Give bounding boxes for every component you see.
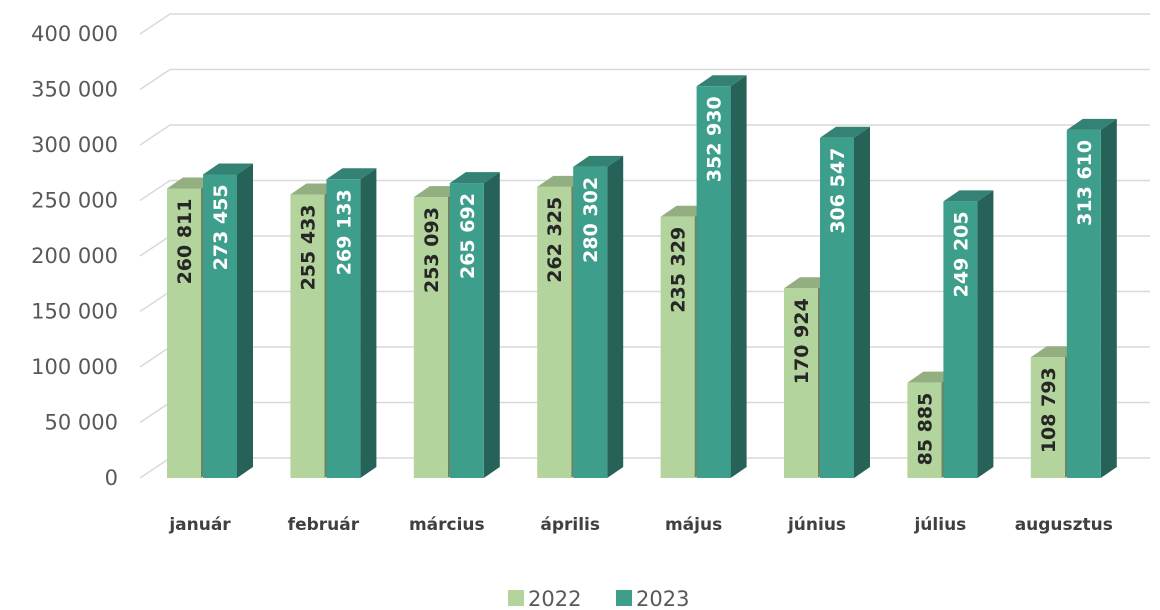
x-tick-label: augusztus [1015,515,1113,535]
data-label: 352 930 [704,96,726,182]
data-label: 255 433 [297,204,319,290]
data-label: 260 811 [174,198,196,284]
x-tick-label: április [540,515,600,535]
data-label: 273 455 [210,184,232,270]
bars [167,75,1117,479]
legend-item-2022: 2022 [508,587,581,610]
data-label: 313 610 [1074,140,1096,226]
data-label: 262 325 [544,197,566,283]
data-label: 249 205 [950,211,972,297]
bar-2023-május [696,75,747,478]
data-labels: 260 811 273 455 255 433 269 133 253 093 265 6… [174,96,1096,465]
data-label: 108 793 [1038,367,1060,453]
bar-2023-július [943,190,994,478]
bar-2023-március [449,172,500,478]
x-tick-label: január [168,515,231,535]
y-tick-label: 150 000 [31,300,118,324]
x-tick-label: július [913,515,966,535]
data-label: 170 924 [791,298,813,384]
x-tick-label: március [409,515,485,535]
y-tick-label: 350 000 [31,78,118,102]
bar-2023-január [203,163,253,478]
y-tick-label: 400 000 [31,22,118,46]
legend-label: 2022 [528,587,581,610]
y-axis-ticks: 0 50 000 100 000 150 000 200 000 250 000 300 0… [31,22,118,490]
y-tick-label: 250 000 [31,189,118,213]
data-label: 253 093 [421,207,443,293]
legend: 2022 2023 [508,587,689,610]
bar-2023-február [326,168,377,478]
data-label: 306 547 [827,148,849,234]
gridline [139,68,1150,91]
y-tick-label: 50 000 [45,411,118,435]
x-axis-ticks: január február március április május június jú… [168,515,1113,535]
data-label: 85 885 [914,393,936,466]
gridline [139,13,1150,35]
legend-item-2023: 2023 [616,587,689,610]
data-label: 280 302 [580,177,602,263]
data-label: 269 133 [333,189,355,275]
y-tick-label: 300 000 [31,133,118,157]
data-label: 235 329 [668,227,690,313]
x-tick-label: május [665,515,722,535]
legend-swatch [616,590,632,606]
legend-label: 2023 [636,587,689,610]
x-tick-label: június [787,515,846,535]
y-tick-label: 100 000 [31,355,118,379]
gridline [139,124,1150,146]
x-tick-label: február [288,515,360,535]
data-label: 265 692 [457,193,479,279]
bar-2023-augusztus [1066,118,1117,479]
bar-2023-április [573,155,624,478]
y-tick-label: 0 [105,466,118,490]
bar-2023-június [820,126,870,479]
y-tick-label: 200 000 [31,244,118,268]
legend-swatch [508,590,524,606]
